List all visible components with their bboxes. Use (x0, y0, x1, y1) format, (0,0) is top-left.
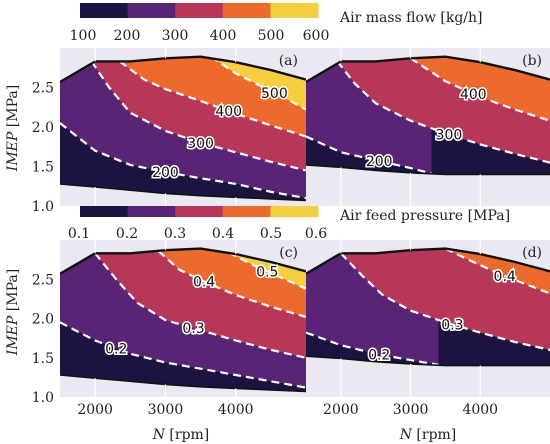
x-tick-label: 3000 (148, 402, 184, 418)
contour-line (90, 60, 306, 172)
contour-line (444, 247, 550, 295)
panel-tag: (c) (279, 245, 298, 261)
contour-line (210, 55, 306, 111)
contour-label: 0.2 (368, 347, 390, 363)
colorbar-mass-flow-segment (222, 3, 271, 18)
colorbar-feed-pressure-tick: 0.6 (305, 226, 327, 242)
contour-label: 0.4 (193, 275, 215, 291)
max-load-boundary (306, 247, 550, 275)
colorbar-feed-pressure-tick: 0.2 (116, 226, 138, 242)
colorbar-mass-flow-tick: 200 (114, 28, 141, 44)
gridlines-overlay (340, 48, 481, 206)
gridlines-overlay (340, 240, 481, 397)
colorbar-feed-pressure: 0.1 0.2 0.3 0.4 0.5 0.6 Air feed pressur… (68, 202, 510, 242)
y-tick-label: 1.5 (32, 351, 54, 367)
colorbar-mass-flow-title: Air mass flow [kg/h] (339, 10, 482, 26)
contour-line (60, 122, 306, 200)
contour-line (409, 57, 550, 122)
colorbar-mass-flow-segment (127, 3, 176, 18)
x-axis-title-left: N [rpm] (152, 427, 210, 443)
colorbar-feed-pressure-title: Air feed pressure [MPa] (339, 208, 510, 224)
contour-line (306, 331, 439, 366)
colorbar-mass-flow-segment (175, 3, 224, 18)
contour-label: 300 (187, 136, 214, 152)
contour-label: 400 (460, 87, 487, 103)
contour-label: 300 (436, 127, 463, 143)
panel-c: 0.2 0.3 0.4 0.5(c) 1.0 1.5 2.0 2.5 2000 3000 4000 (32, 240, 306, 418)
colorbar-mass-flow: 100 200 300 400 500 600 Air mass flow [k… (70, 3, 482, 44)
colorbar-feed-pressure-tick: 0.4 (212, 226, 234, 242)
x-tick-label: 4000 (218, 402, 254, 418)
colorbar-mass-flow-tick: 300 (162, 28, 189, 44)
contour-label: 0.5 (256, 264, 278, 280)
y-axis-title-top: IMEP [MPa] (5, 85, 21, 172)
colorbar-mass-flow-tick: 400 (210, 28, 237, 44)
contour-line (119, 60, 306, 138)
contour-label: 200 (366, 154, 393, 170)
colorbar-feed-pressure-tick: 0.3 (164, 226, 186, 242)
y-tick-label: 1.0 (32, 390, 54, 406)
contour-label: 0.2 (105, 341, 127, 357)
colorbar-mass-flow-segment (270, 3, 319, 18)
contour-line (228, 251, 306, 290)
min-load-boundary (60, 183, 306, 202)
gridlines-overlay (94, 48, 237, 206)
contour-label: 200 (152, 165, 179, 181)
panel-tag: (a) (279, 53, 298, 69)
max-load-boundary (60, 247, 306, 275)
contour-label: 0.3 (441, 317, 463, 333)
gridlines-overlay (94, 240, 237, 397)
y-tick-label: 1.0 (32, 199, 54, 215)
y-tick-label: 2.5 (32, 272, 54, 288)
max-load-boundary (306, 55, 550, 84)
colorbar-mass-flow-tick: 600 (303, 28, 330, 44)
max-load-boundary (60, 55, 306, 84)
panel-b: 200 300 400 (b) (306, 48, 550, 206)
contour-line (336, 60, 550, 164)
colorbar-mass-flow-tick: 500 (258, 28, 285, 44)
min-load-boundary (60, 374, 306, 393)
y-tick-label: 2.5 (32, 81, 54, 97)
outside-region (60, 240, 306, 274)
contour-line (94, 252, 306, 359)
colorbar-mass-flow-tick: 100 (70, 28, 97, 44)
panel-d: 0.2 0.3 0.4 (d) 2000 3000 4000 (306, 240, 550, 418)
min-load-boundary (306, 355, 550, 367)
colorbar-mass-flow-segment (80, 3, 129, 18)
x-tick-label: 4000 (462, 402, 498, 418)
outside-region (60, 48, 306, 82)
contour-label: 0.4 (494, 269, 516, 285)
outside-region (306, 48, 550, 82)
x-tick-label: 2000 (77, 402, 113, 418)
contour-label: 500 (261, 86, 288, 102)
contour-line (157, 250, 306, 318)
contour-label: 0.3 (182, 321, 204, 337)
y-tick-label: 1.5 (32, 160, 54, 176)
contour-line (340, 252, 550, 351)
contour-label: 400 (215, 104, 242, 120)
y-tick-label: 2.0 (32, 312, 54, 328)
x-tick-label: 3000 (393, 402, 429, 418)
panel-tag: (d) (522, 245, 542, 261)
x-tick-label: 2000 (323, 402, 359, 418)
y-axis-title-bottom: IMEP [MPa] (5, 269, 21, 356)
panel-tag: (b) (522, 53, 542, 69)
y-tick-label: 2.0 (32, 120, 54, 136)
min-load-boundary (306, 164, 550, 176)
x-axis-title-right: N [rpm] (399, 427, 457, 443)
outside-region (306, 240, 550, 274)
colorbar-feed-pressure-tick: 0.5 (260, 226, 282, 242)
contour-line (60, 321, 306, 389)
colorbar-feed-pressure-tick: 0.1 (68, 226, 90, 242)
